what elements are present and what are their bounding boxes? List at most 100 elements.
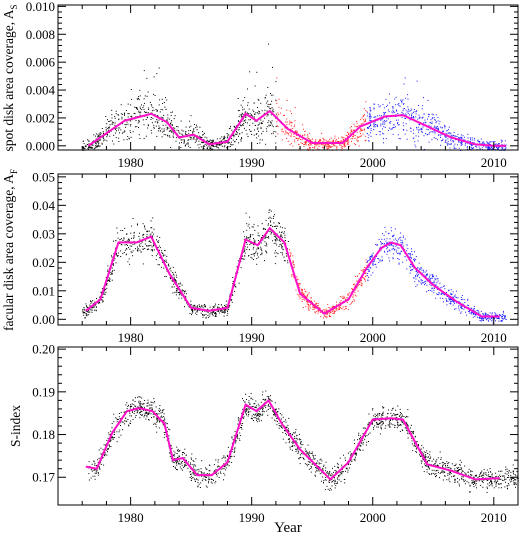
scatter-point [367, 127, 369, 129]
scatter-point [245, 119, 247, 121]
scatter-point [118, 129, 120, 131]
scatter-point [433, 472, 435, 474]
scatter-point [401, 116, 403, 118]
scatter-point [504, 318, 506, 320]
scatter-point [184, 145, 186, 147]
scatter-point [400, 99, 402, 101]
scatter-point [309, 305, 311, 307]
scatter-point [126, 139, 128, 141]
scatter-point [283, 232, 285, 234]
scatter-point [369, 107, 371, 108]
scatter-point [473, 306, 475, 307]
scatter-point [246, 229, 248, 231]
scatter-point [248, 129, 250, 131]
scatter-point [499, 314, 501, 316]
scatter-point [161, 98, 163, 100]
scatter-point [143, 105, 145, 107]
scatter-point [187, 304, 189, 306]
scatter-point [339, 296, 341, 298]
scatter-point [165, 97, 166, 99]
scatter-point [245, 121, 247, 123]
scatter-point [199, 487, 201, 488]
scatter-point [248, 249, 250, 251]
scatter-point [160, 416, 162, 418]
scatter-point [449, 133, 451, 135]
scatter-point [431, 277, 433, 279]
scatter-point [256, 419, 257, 421]
scatter-point [292, 260, 294, 262]
scatter-point [322, 137, 324, 139]
scatter-point [138, 111, 140, 113]
scatter-point [157, 418, 158, 420]
scatter-point [496, 317, 498, 319]
scatter-point [180, 468, 182, 470]
scatter-point [119, 243, 121, 244]
scatter-point [130, 89, 132, 90]
scatter-point [231, 294, 233, 296]
scatter-point [449, 481, 451, 483]
scatter-point [145, 240, 147, 242]
scatter-point [461, 143, 463, 145]
scatter-point [326, 144, 328, 146]
scatter-point [376, 423, 378, 425]
scatter-point [253, 403, 255, 405]
scatter-point [362, 269, 364, 271]
scatter-point [86, 306, 88, 308]
scatter-point [423, 471, 425, 473]
scatter-point [175, 140, 177, 142]
scatter-point [416, 126, 417, 128]
scatter-point [267, 405, 269, 407]
scatter-point [202, 314, 204, 316]
scatter-point [292, 255, 294, 257]
scatter-point [174, 127, 176, 129]
scatter-point [300, 142, 302, 144]
scatter-point [289, 144, 291, 146]
scatter-point [415, 286, 417, 288]
scatter-point [287, 262, 289, 264]
scatter-point [440, 137, 441, 138]
scatter-point [360, 284, 362, 286]
scatter-point [298, 295, 300, 297]
scatter-point [187, 143, 189, 145]
scatter-point [421, 283, 423, 285]
scatter-point [383, 406, 385, 408]
scatter-point [191, 309, 193, 311]
scatter-point [149, 240, 151, 242]
scatter-point [257, 113, 259, 115]
scatter-point [451, 296, 453, 298]
scatter-point [82, 310, 84, 312]
scatter-point [247, 122, 248, 124]
scatter-point [315, 471, 316, 473]
scatter-point [170, 130, 171, 132]
scatter-point [250, 234, 252, 236]
scatter-point [254, 129, 255, 131]
scatter-point [286, 255, 288, 257]
scatter-point [260, 126, 262, 128]
scatter-point [347, 135, 349, 137]
scatter-point [453, 302, 455, 304]
scatter-point [148, 109, 150, 110]
scatter-point [148, 241, 150, 243]
scatter-point [224, 305, 226, 306]
scatter-point [281, 139, 283, 141]
scatter-point [307, 148, 309, 150]
scatter-point [446, 142, 448, 144]
scatter-point [232, 144, 234, 146]
scatter-point [389, 122, 391, 124]
scatter-point [295, 289, 297, 291]
scatter-point [157, 247, 159, 248]
scatter-point [139, 89, 141, 91]
scatter-point [315, 312, 317, 314]
scatter-point [489, 144, 491, 145]
scatter-point [162, 253, 164, 254]
scatter-point [376, 422, 377, 424]
scatter-point [426, 128, 428, 130]
scatter-point [425, 270, 427, 272]
scatter-point [215, 314, 217, 316]
scatter-point [137, 248, 138, 250]
scatter-point [364, 140, 366, 142]
scatter-point [328, 148, 330, 150]
scatter-point [87, 307, 89, 309]
scatter-point [368, 276, 369, 278]
scatter-point [244, 255, 246, 257]
